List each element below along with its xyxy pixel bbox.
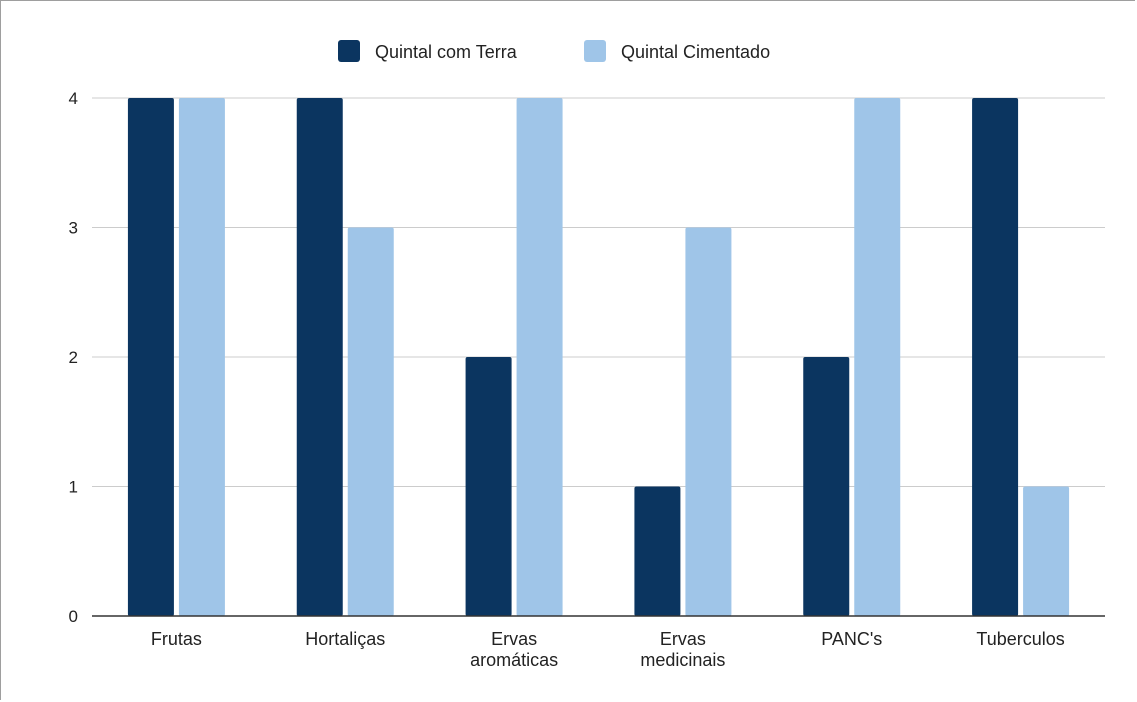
x-category-label-line: Ervas (660, 629, 706, 649)
legend-label: Quintal Cimentado (621, 42, 770, 62)
bar-quintal-cimentado (347, 227, 394, 616)
bar-quintal-com-terra (465, 357, 512, 616)
x-category-label: Ervas aromáticas (470, 629, 558, 670)
x-category-label-line: medicinais (640, 650, 725, 670)
x-category-label-line: Hortaliças (305, 629, 385, 649)
bar-quintal-cimentado (516, 98, 563, 616)
legend-swatch (338, 40, 360, 62)
bar-quintal-com-terra (803, 357, 850, 616)
y-tick-label: 0 (69, 607, 78, 626)
x-category-label-line: PANC's (821, 629, 882, 649)
x-category-label-line: Ervas (491, 629, 537, 649)
bar-quintal-cimentado (1023, 486, 1070, 616)
y-tick-label: 1 (69, 478, 78, 497)
x-category-label-line: Frutas (151, 629, 202, 649)
x-category-label: Tuberculos (976, 629, 1064, 649)
legend: Quintal com Terra Quintal Cimentado (338, 40, 770, 62)
y-axis-ticks: 0 1 2 3 4 (69, 89, 78, 626)
bar-quintal-com-terra (127, 98, 174, 616)
x-category-label: Frutas (151, 629, 202, 649)
y-tick-label: 3 (69, 219, 78, 238)
bar-quintal-com-terra (634, 486, 681, 616)
y-tick-label: 2 (69, 348, 78, 367)
x-category-label: PANC's (821, 629, 882, 649)
x-category-label-line: aromáticas (470, 650, 558, 670)
y-tick-label: 4 (69, 89, 78, 108)
bar-quintal-cimentado (685, 227, 732, 616)
x-category-label: Ervas medicinais (640, 629, 725, 670)
bar-quintal-com-terra (972, 98, 1019, 616)
legend-swatch (584, 40, 606, 62)
legend-label: Quintal com Terra (375, 42, 518, 62)
bar-quintal-cimentado (178, 98, 225, 616)
gridlines (92, 97, 1105, 487)
bar-quintal-com-terra (296, 98, 343, 616)
x-category-label-line: Tuberculos (976, 629, 1064, 649)
bar-quintal-cimentado (854, 98, 901, 616)
bars (127, 98, 1070, 616)
x-category-label: Hortaliças (305, 629, 385, 649)
